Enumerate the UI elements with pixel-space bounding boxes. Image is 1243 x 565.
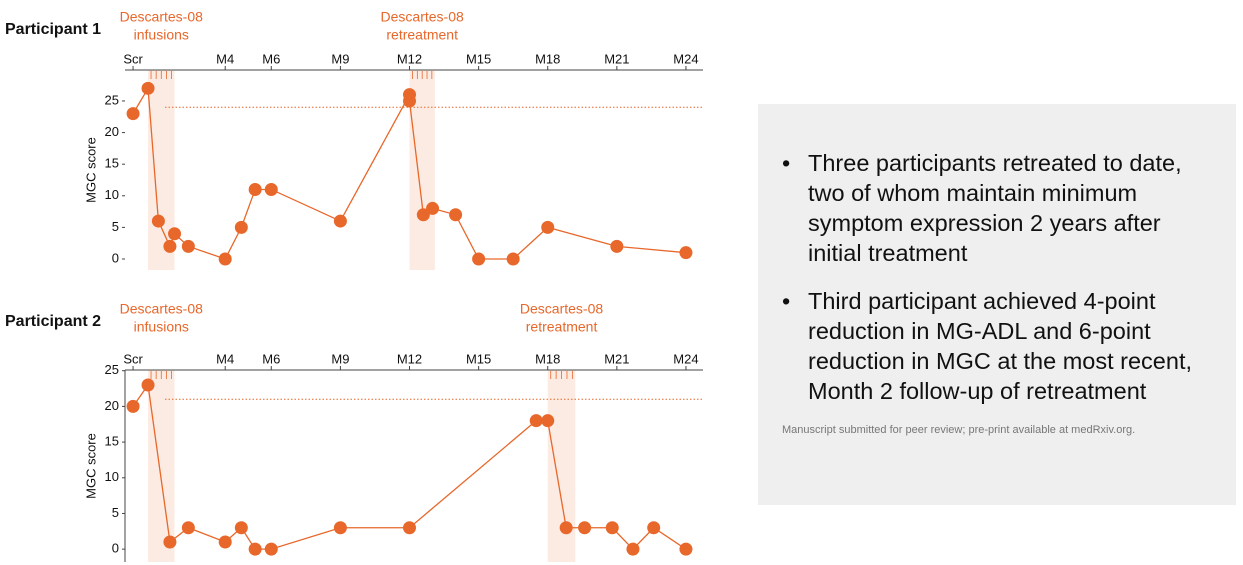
data-point [559, 521, 573, 535]
bullet: Third participant achieved 4-point reduc… [782, 286, 1206, 406]
y-axis-label: MGC score [83, 137, 98, 203]
data-point [181, 239, 195, 253]
y-tick-label: 0 [112, 250, 119, 265]
x-tick-label: Scr [123, 51, 143, 66]
x-tick-label: Scr [123, 351, 143, 366]
y-tick-label: 5 [112, 219, 119, 234]
data-point [333, 214, 347, 228]
x-tick-label: M4 [216, 351, 234, 366]
data-point [333, 521, 347, 535]
text-panel: Three participants retreated to date, tw… [758, 104, 1236, 505]
data-point [248, 542, 262, 556]
data-point [126, 107, 140, 121]
data-point [647, 521, 661, 535]
data-point [126, 399, 140, 413]
data-point [163, 239, 177, 253]
data-point [506, 252, 520, 266]
charts: Participant 1 Descartes-08 infusions Descar… [5, 9, 703, 562]
x-tick-label: M18 [535, 51, 560, 66]
x-tick-label: M24 [673, 51, 698, 66]
data-point [472, 252, 486, 266]
period-label: infusions [134, 27, 189, 43]
y-tick-label: 15 [105, 156, 119, 171]
data-point [605, 521, 619, 535]
x-tick-label: M4 [216, 51, 234, 66]
data-point [264, 542, 278, 556]
period-label: retreatment [386, 27, 458, 43]
y-tick-label: 10 [105, 187, 119, 202]
x-tick-label: M24 [673, 351, 698, 366]
y-tick-label: 15 [105, 434, 119, 449]
period-label: Descartes-08 [381, 9, 464, 25]
data-line [132, 86, 687, 260]
period-label: Descartes-08 [520, 301, 603, 317]
x-tick-label: M6 [262, 51, 280, 66]
data-point [541, 220, 555, 234]
bullet-list: Three participants retreated to date, tw… [782, 148, 1206, 406]
x-tick-label: M9 [331, 351, 349, 366]
data-point [218, 535, 232, 549]
data-point [168, 227, 182, 241]
x-tick-label: M15 [466, 351, 491, 366]
data-point [181, 521, 195, 535]
period-label: Descartes-08 [120, 9, 203, 25]
data-point [426, 201, 440, 215]
data-point [578, 521, 592, 535]
data-point [449, 208, 463, 222]
x-tick-label: M12 [397, 351, 422, 366]
y-tick-label: 10 [105, 469, 119, 484]
data-point [141, 81, 155, 95]
period-label: infusions [134, 319, 189, 335]
data-point [163, 535, 177, 549]
data-point [218, 252, 232, 266]
x-tick-label: M9 [331, 51, 349, 66]
shaded-period [148, 370, 175, 562]
data-point [679, 542, 693, 556]
y-tick-label: 5 [112, 505, 119, 520]
data-point [403, 94, 417, 108]
y-axis-label: MGC score [83, 433, 98, 499]
x-tick-label: M21 [604, 51, 629, 66]
y-tick-label: 25 [105, 92, 119, 107]
data-point [234, 521, 248, 535]
period-label: retreatment [526, 319, 598, 335]
data-point [626, 542, 640, 556]
data-point [416, 208, 430, 222]
data-point [151, 214, 165, 228]
x-tick-label: M6 [262, 351, 280, 366]
data-point [529, 414, 543, 428]
x-tick-label: M18 [535, 351, 560, 366]
x-tick-label: M12 [397, 51, 422, 66]
y-tick-label: 0 [112, 541, 119, 556]
y-tick-label: 20 [105, 124, 119, 139]
y-tick-label: 25 [105, 362, 119, 377]
period-label: Descartes-08 [120, 301, 203, 317]
data-point [248, 182, 262, 196]
data-point [610, 239, 624, 253]
data-point [234, 220, 248, 234]
bullet: Three participants retreated to date, tw… [782, 148, 1206, 268]
footnote: Manuscript submitted for peer review; pr… [782, 424, 1136, 436]
x-tick-label: M21 [604, 351, 629, 366]
data-point [141, 378, 155, 392]
chart-title: Participant 1 [5, 21, 101, 38]
chart-title: Participant 2 [5, 313, 101, 330]
x-tick-label: M15 [466, 51, 491, 66]
y-tick-label: 20 [105, 398, 119, 413]
data-point [264, 182, 278, 196]
data-point [403, 521, 417, 535]
data-point [679, 246, 693, 260]
data-point [541, 414, 555, 428]
